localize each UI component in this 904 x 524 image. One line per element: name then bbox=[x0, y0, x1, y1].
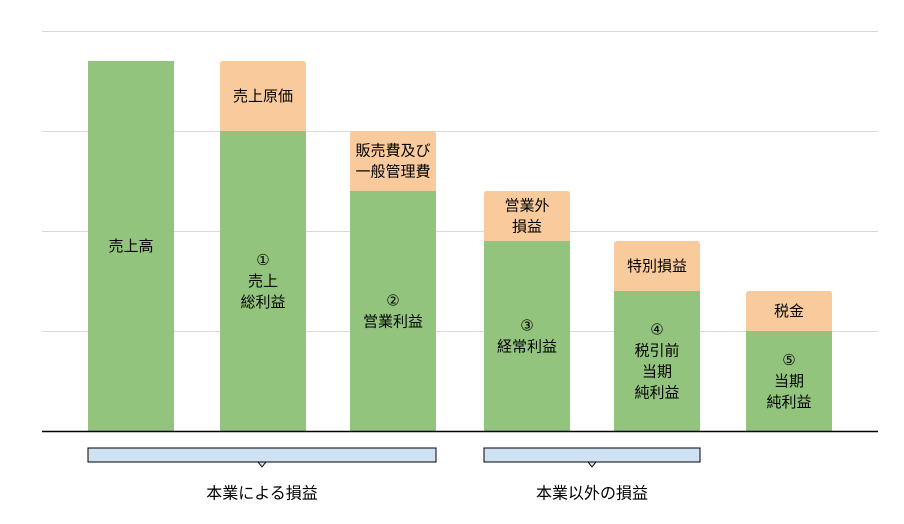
profit-bar-label: 経常利益 bbox=[497, 338, 557, 356]
group-bracket bbox=[87, 447, 437, 463]
profit-bar-label: 税引前 bbox=[634, 342, 679, 360]
cost-bar-label: 営業外 bbox=[504, 197, 549, 215]
cost-bar-label: 損益 bbox=[512, 218, 542, 236]
profit-bar bbox=[614, 291, 700, 431]
profit-bar-label: ⑤ bbox=[782, 351, 795, 369]
profit-bar bbox=[484, 241, 570, 431]
profit-bar-label: 総利益 bbox=[240, 293, 285, 311]
cost-bar-label: 販売費及び bbox=[355, 142, 430, 160]
group-bracket bbox=[483, 447, 701, 463]
profit-bar-label: 当期 bbox=[642, 363, 672, 381]
profit-bar-label: ④ bbox=[650, 321, 663, 339]
profit-bar-label: ② bbox=[386, 292, 399, 310]
profit-bar-label: 営業利益 bbox=[363, 313, 423, 331]
cost-bar bbox=[746, 291, 832, 331]
profit-bar-label: 当期 bbox=[774, 372, 804, 390]
profit-bar-label: 売上 bbox=[248, 272, 278, 290]
profit-bar-label: 純利益 bbox=[766, 393, 811, 411]
profit-bar-label: 純利益 bbox=[634, 384, 679, 402]
cost-bar bbox=[350, 131, 436, 191]
profit-bar bbox=[88, 61, 174, 431]
profit-bar bbox=[746, 331, 832, 431]
group-bracket-pointer bbox=[587, 461, 597, 468]
cost-bar bbox=[220, 61, 306, 131]
profit-bar bbox=[350, 191, 436, 431]
group-label: 本業による損益 bbox=[206, 484, 318, 503]
cost-bar-label: 税金 bbox=[774, 302, 804, 320]
profit-bar-label: 売上高 bbox=[108, 237, 153, 255]
cost-bar bbox=[484, 191, 570, 241]
profit-bar-label: ① bbox=[256, 251, 269, 269]
profit-bar-label: ③ bbox=[520, 317, 533, 335]
group-bracket-pointer bbox=[257, 461, 267, 468]
cost-bar-label: 一般管理費 bbox=[355, 163, 430, 181]
cost-bar-label: 特別損益 bbox=[627, 257, 687, 275]
cost-bar bbox=[614, 241, 700, 291]
cost-bar-label: 売上原価 bbox=[233, 87, 293, 105]
profit-bar bbox=[220, 131, 306, 431]
group-label: 本業以外の損益 bbox=[536, 484, 648, 503]
